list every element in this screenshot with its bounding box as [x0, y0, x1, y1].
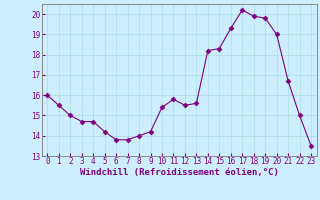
X-axis label: Windchill (Refroidissement éolien,°C): Windchill (Refroidissement éolien,°C)	[80, 168, 279, 177]
